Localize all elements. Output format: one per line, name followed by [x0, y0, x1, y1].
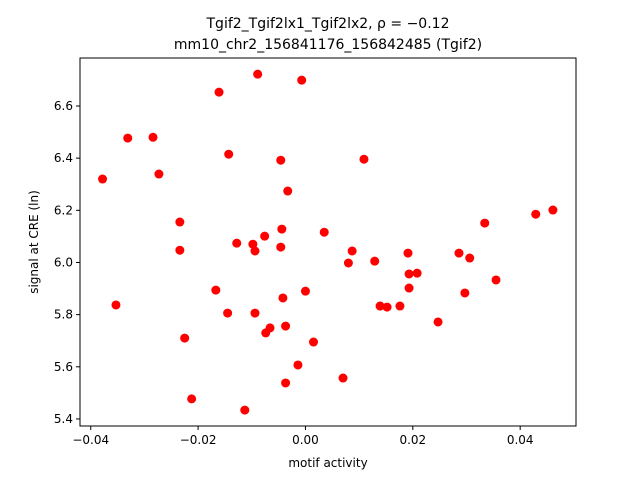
point: [395, 301, 405, 311]
point: [319, 227, 329, 237]
point: [491, 275, 501, 285]
point: [111, 300, 121, 310]
point: [180, 333, 190, 343]
point: [404, 269, 414, 279]
point: [382, 302, 392, 312]
x-axis-label: motif activity: [288, 456, 367, 470]
chart-title: Tgif2_Tgif2lx1_Tgif2lx2, ρ = −0.12: [206, 16, 450, 32]
point: [370, 256, 380, 266]
y-tick-label: 6.0: [54, 255, 73, 269]
chart-subtitle: mm10_chr2_156841176_156842485 (Tgif2): [174, 37, 482, 53]
point: [412, 268, 422, 278]
x-tick-label: −0.04: [72, 433, 109, 447]
y-tick-label: 5.6: [54, 360, 73, 374]
point: [260, 231, 270, 241]
point: [276, 155, 286, 165]
point: [454, 248, 464, 258]
point: [433, 317, 443, 327]
point: [404, 283, 414, 293]
point: [277, 224, 287, 234]
point: [293, 360, 303, 370]
point: [187, 394, 197, 404]
point: [281, 378, 291, 388]
point: [548, 205, 558, 215]
y-axis-label: signal at CRE (ln): [27, 190, 41, 294]
y-tick-label: 5.8: [54, 308, 73, 322]
point: [297, 75, 307, 85]
y-tick-label: 6.4: [54, 151, 73, 165]
x-tick-label: 0.00: [292, 433, 319, 447]
point: [465, 253, 475, 263]
point: [347, 246, 357, 256]
x-tick-label: 0.02: [399, 433, 426, 447]
point: [343, 258, 353, 268]
point: [338, 373, 348, 383]
point: [300, 286, 310, 296]
point: [175, 245, 185, 255]
y-tick-label: 5.4: [54, 412, 73, 426]
point: [250, 308, 260, 318]
point: [283, 186, 293, 196]
point: [175, 217, 185, 227]
point: [309, 337, 319, 347]
point: [223, 308, 233, 318]
point: [248, 239, 258, 249]
x-tick-label: 0.04: [507, 433, 534, 447]
point: [224, 149, 234, 159]
point: [278, 293, 288, 303]
point: [375, 301, 385, 311]
point: [123, 133, 133, 143]
point: [253, 69, 263, 79]
point: [154, 169, 164, 179]
point: [480, 218, 490, 228]
point: [265, 323, 275, 333]
point: [460, 288, 470, 298]
point: [232, 238, 242, 248]
point: [250, 246, 260, 256]
y-tick-label: 6.6: [54, 99, 73, 113]
point: [148, 132, 158, 142]
point: [214, 87, 224, 97]
plot-frame: [79, 57, 577, 427]
point: [281, 321, 291, 331]
point: [531, 209, 541, 219]
x-tick-label: −0.02: [180, 433, 217, 447]
point: [98, 174, 108, 184]
point: [276, 242, 286, 252]
point: [240, 405, 250, 415]
point: [403, 248, 413, 258]
y-tick-label: 6.2: [54, 203, 73, 217]
point: [211, 285, 221, 295]
point: [359, 154, 369, 164]
